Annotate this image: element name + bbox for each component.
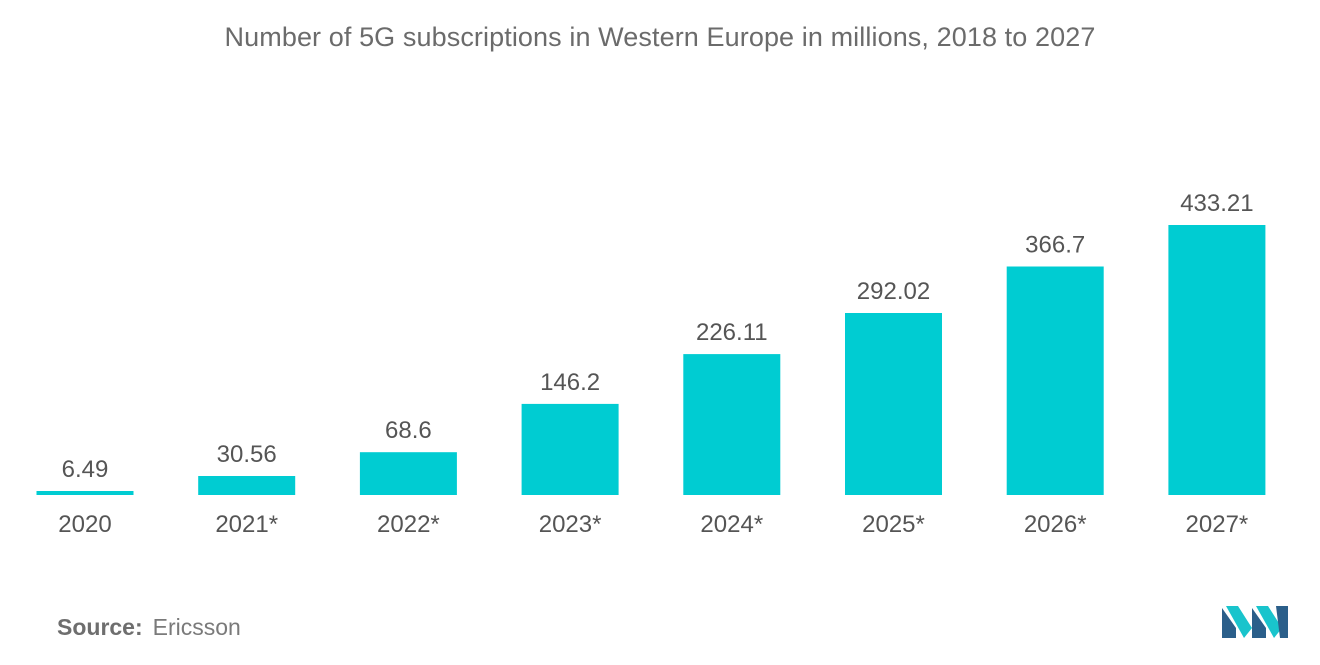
category-label: 2026*: [1024, 511, 1087, 538]
value-label: 146.2: [540, 369, 600, 396]
bar-2024: [683, 354, 781, 495]
category-label: 2023*: [539, 511, 602, 538]
bar-2020: [36, 491, 134, 495]
bar-2022: [359, 452, 457, 495]
bar-2025: [845, 313, 942, 495]
value-label: 30.56: [217, 441, 277, 468]
category-label: 2025*: [862, 511, 925, 538]
category-label: 2020: [58, 511, 111, 538]
source-note: Source: Ericsson: [57, 614, 241, 641]
bar-2026: [1006, 266, 1104, 495]
value-label: 6.49: [62, 456, 109, 483]
category-labels-group: 2020 2021* 2022* 2023* 2024* 2025* 2026* 2027*: [58, 511, 1248, 538]
value-label: 366.7: [1025, 232, 1085, 259]
value-label: 292.02: [857, 278, 930, 305]
category-label: 2022*: [377, 511, 440, 538]
source-label: Source:: [57, 614, 143, 640]
value-label: 68.6: [385, 417, 432, 444]
chart-title: Number of 5G subscriptions in Western Eu…: [224, 22, 1096, 52]
value-label: 226.11: [696, 319, 768, 346]
value-labels-group: 6.49 30.56 68.6 146.2 226.11 292.02 366.7 433.2…: [62, 190, 1254, 483]
value-label: 433.21: [1180, 190, 1253, 217]
source-value: Ericsson: [152, 614, 241, 640]
bars-group: [36, 225, 1266, 495]
category-label: 2027*: [1186, 511, 1249, 538]
bar-2027: [1168, 225, 1266, 495]
mordor-intelligence-logo-icon: [1222, 606, 1288, 638]
bar-2023: [521, 403, 619, 495]
category-label: 2021*: [215, 511, 278, 538]
bar-2021: [198, 476, 296, 495]
category-label: 2024*: [700, 511, 763, 538]
